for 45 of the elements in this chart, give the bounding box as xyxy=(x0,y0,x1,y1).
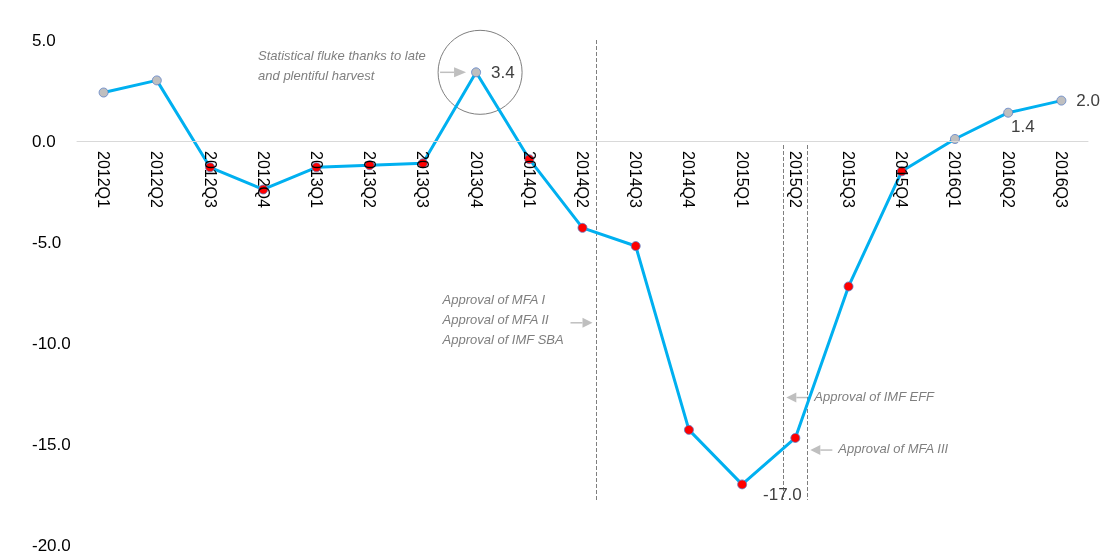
point xyxy=(737,479,748,490)
point xyxy=(790,433,801,443)
x-tick-label: 2014Q4 xyxy=(680,151,698,209)
x-tick-label: 2015Q3 xyxy=(840,151,858,209)
x-tick-label: 2012Q2 xyxy=(148,151,166,209)
x-tick-label: 2013Q3 xyxy=(414,151,432,209)
point xyxy=(1003,107,1014,118)
point xyxy=(471,67,481,78)
x-tick-label: 2013Q2 xyxy=(361,151,379,209)
point xyxy=(577,222,588,233)
ref-line-label: Approval of IMF EFF xyxy=(813,388,936,404)
point xyxy=(950,134,960,144)
ref-line-label: Approval of MFA I Approval of MFA II Approval of IMF SBA xyxy=(441,292,564,348)
x-tick-label: 2012Q4 xyxy=(254,151,272,209)
x-tick-label: 2012Q1 xyxy=(95,151,113,209)
y-tick-label: 0.0 xyxy=(32,131,56,151)
data-label: -17.0 xyxy=(763,484,802,504)
y-tick-label: -15.0 xyxy=(32,434,71,454)
point xyxy=(98,87,109,98)
x-tick-label: 2013Q4 xyxy=(467,151,485,209)
data-label: 2.0 xyxy=(1076,91,1100,111)
x-tick-label: 2014Q2 xyxy=(574,151,591,209)
x-tick-label: 2015Q1 xyxy=(733,151,751,209)
y-tick-label: -10.0 xyxy=(32,333,71,353)
data-label: 3.4 xyxy=(490,62,515,82)
annotation: Statistical fluke thanks to late and plentiful harvest xyxy=(258,47,426,83)
x-tick-label: 2016Q2 xyxy=(999,151,1017,209)
point xyxy=(1056,95,1067,106)
x-tick-label: 2015Q4 xyxy=(893,151,911,209)
point xyxy=(151,75,162,86)
x-tick-label: 2016Q3 xyxy=(1052,151,1070,209)
y-tick-label: -20.0 xyxy=(32,535,71,554)
x-tick-label: 2016Q1 xyxy=(946,151,964,209)
x-tick-label: 2014Q1 xyxy=(520,151,538,209)
x-tick-label: 2013Q1 xyxy=(307,151,325,209)
ref-line-label: Approval of MFA III xyxy=(837,441,949,457)
point xyxy=(843,281,854,292)
point xyxy=(630,241,641,251)
y-tick-label: -5.0 xyxy=(32,232,62,252)
x-tick-label: 2015Q2 xyxy=(786,151,804,209)
x-tick-label: 2012Q3 xyxy=(201,151,219,209)
x-tick-label: 2014Q3 xyxy=(627,151,645,209)
data-label: 1.4 xyxy=(1011,117,1035,137)
point xyxy=(684,424,694,435)
y-tick-label: 5.0 xyxy=(32,30,56,50)
